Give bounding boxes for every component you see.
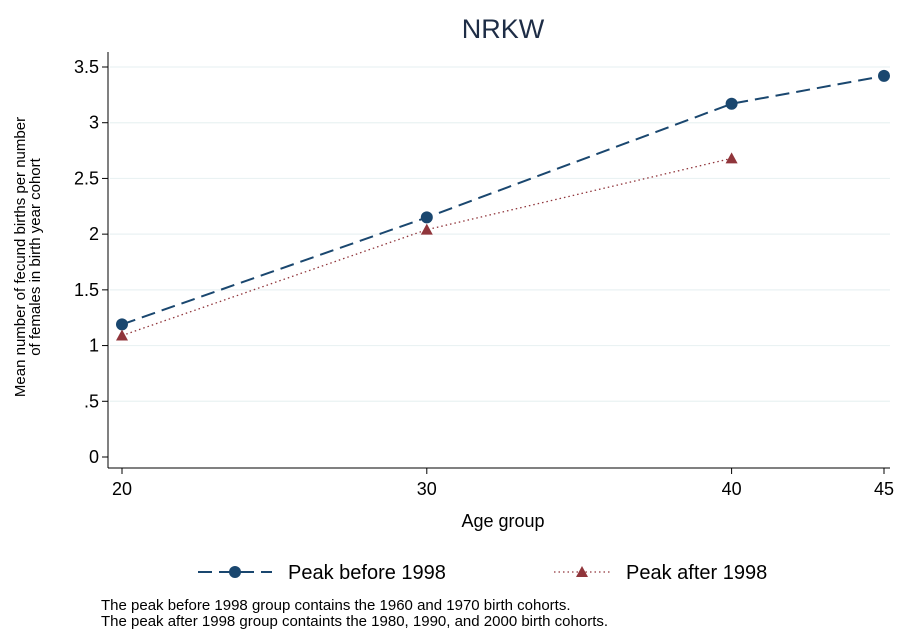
series-2-point xyxy=(725,152,738,164)
y-tick-label: 1.5 xyxy=(74,280,99,300)
series-2-point xyxy=(116,329,128,341)
x-axis-label: Age group xyxy=(461,511,544,531)
x-tick-label: 40 xyxy=(722,479,742,499)
legend-label-1: Peak before 1998 xyxy=(288,562,446,584)
x-tick-label: 20 xyxy=(112,479,132,499)
series-2-point xyxy=(420,223,433,235)
y-tick-label: 3.5 xyxy=(74,57,99,77)
series-line-2 xyxy=(121,157,732,337)
footnote-1: The peak before 1998 group contains the … xyxy=(101,597,571,614)
footnote-2: The peak after 1998 group containts the … xyxy=(101,613,609,630)
y-axis-label: Mean number of fecund births per numbero… xyxy=(12,117,44,397)
y-tick-label: 3 xyxy=(89,113,99,133)
x-tick-label: 45 xyxy=(874,479,894,499)
legend-marker-2 xyxy=(576,566,588,577)
y-tick-label: 1 xyxy=(89,336,99,356)
series-1-point xyxy=(420,211,433,224)
x-tick-label: 30 xyxy=(417,479,437,499)
legend-label-2: Peak after 1998 xyxy=(626,562,767,584)
legend-marker-1 xyxy=(229,566,241,578)
series-1-point xyxy=(116,318,128,331)
y-tick-label: 2.5 xyxy=(74,168,99,188)
chart-title: NRKW xyxy=(462,14,545,44)
y-tick-label: .5 xyxy=(84,391,99,411)
series-line-1 xyxy=(121,74,885,326)
series-1-point xyxy=(725,97,738,110)
series-1-point xyxy=(878,69,890,82)
y-tick-label: 2 xyxy=(89,224,99,244)
y-tick-label: 0 xyxy=(89,447,99,467)
